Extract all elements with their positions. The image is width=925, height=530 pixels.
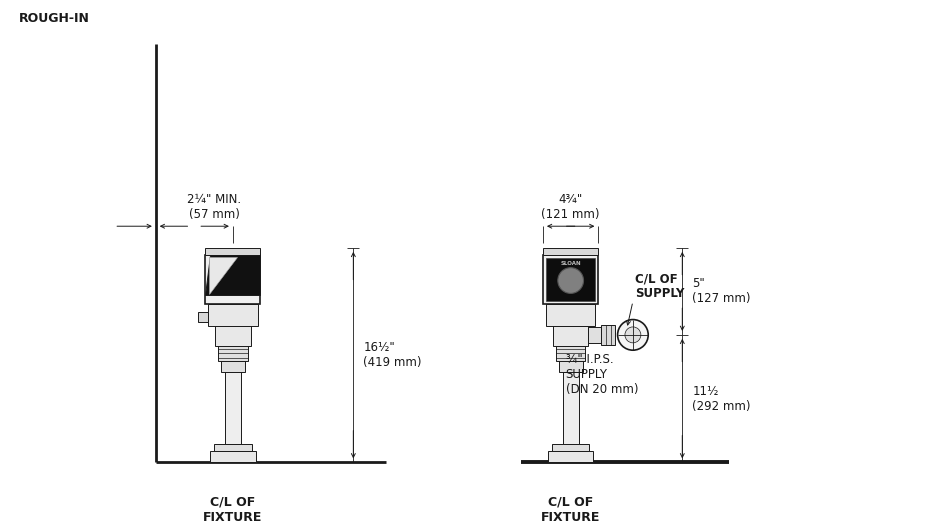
Bar <box>543 255 598 304</box>
Bar <box>225 373 241 444</box>
Bar <box>552 444 589 452</box>
Circle shape <box>618 320 648 350</box>
Bar <box>559 360 583 373</box>
Text: 11½
(292 mm): 11½ (292 mm) <box>692 385 751 412</box>
Bar <box>588 327 601 343</box>
Bar <box>556 346 586 360</box>
Bar <box>198 312 208 322</box>
Bar <box>548 452 594 462</box>
Bar <box>546 258 596 301</box>
Bar <box>208 304 257 326</box>
Text: C/L OF
FIXTURE: C/L OF FIXTURE <box>541 496 600 524</box>
Text: 4¾"
(121 mm): 4¾" (121 mm) <box>541 193 600 222</box>
Bar <box>205 255 261 304</box>
Bar <box>546 304 596 326</box>
Bar <box>214 444 252 452</box>
Circle shape <box>558 268 584 294</box>
Bar <box>218 346 248 360</box>
Polygon shape <box>209 257 237 294</box>
Text: ROUGH-IN: ROUGH-IN <box>18 12 90 25</box>
Bar <box>221 360 245 373</box>
Bar <box>562 373 578 444</box>
Bar <box>205 248 261 255</box>
Circle shape <box>625 327 641 343</box>
Bar <box>543 248 598 255</box>
Text: C/L OF
SUPPLY: C/L OF SUPPLY <box>635 272 684 301</box>
Polygon shape <box>205 255 261 295</box>
Text: SLOAN: SLOAN <box>561 261 581 266</box>
Bar <box>210 452 255 462</box>
Bar <box>215 326 251 346</box>
Text: ¾" I.P.S.
SUPPLY
(DN 20 mm): ¾" I.P.S. SUPPLY (DN 20 mm) <box>566 352 638 396</box>
Text: C/L OF
FIXTURE: C/L OF FIXTURE <box>204 496 263 524</box>
Text: 16½"
(419 mm): 16½" (419 mm) <box>364 341 422 369</box>
Text: 5"
(127 mm): 5" (127 mm) <box>692 277 751 305</box>
Bar <box>553 326 588 346</box>
Text: 2¼" MIN.
(57 mm): 2¼" MIN. (57 mm) <box>187 193 241 222</box>
Bar <box>601 325 615 344</box>
